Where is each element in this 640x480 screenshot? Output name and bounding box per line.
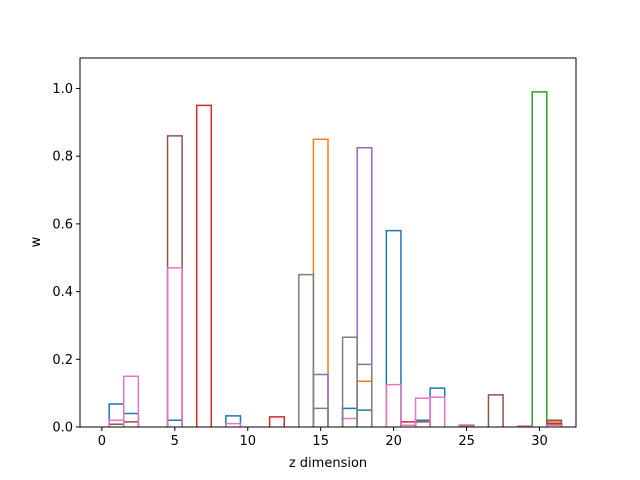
x-ticks: 0 5 10 15 20 25 30 [98, 427, 548, 449]
bar [385, 229, 402, 427]
bar [385, 383, 402, 427]
x-tick-label: 20 [385, 434, 402, 449]
bar [225, 415, 242, 427]
bar [429, 396, 446, 427]
bar [123, 375, 140, 427]
y-tick-label: 1.0 [52, 82, 73, 97]
y-axis-label: w [29, 236, 44, 247]
axes-frame [79, 57, 577, 428]
y-tick-label: 0.8 [52, 150, 73, 165]
bar [487, 394, 504, 427]
bar [516, 425, 533, 427]
bar [166, 267, 183, 427]
bar [268, 416, 285, 427]
y-tick-label: 0.4 [52, 285, 73, 300]
y-ticks: 0.0 0.2 0.4 0.6 0.8 1.0 [52, 82, 80, 436]
x-tick-label: 10 [239, 434, 256, 449]
bar [312, 407, 329, 427]
bar [298, 273, 315, 427]
x-tick-label: 25 [458, 434, 475, 449]
x-axis-label: z dimension [289, 456, 367, 471]
bar [458, 425, 475, 427]
bar [195, 104, 213, 427]
x-tick-label: 30 [531, 434, 548, 449]
y-tick-label: 0.6 [52, 217, 73, 232]
x-tick-label: 15 [312, 434, 329, 449]
bar [546, 419, 563, 427]
x-tick-label: 5 [171, 434, 179, 449]
y-tick-label: 0.2 [52, 353, 73, 368]
bar [356, 146, 373, 427]
bar [356, 363, 373, 427]
bar [531, 91, 548, 427]
bar-layer [108, 91, 563, 427]
series-7 [298, 273, 373, 427]
y-tick-label: 0.0 [52, 421, 73, 436]
bar [225, 422, 242, 427]
bar [546, 424, 563, 427]
x-tick-label: 0 [98, 434, 106, 449]
